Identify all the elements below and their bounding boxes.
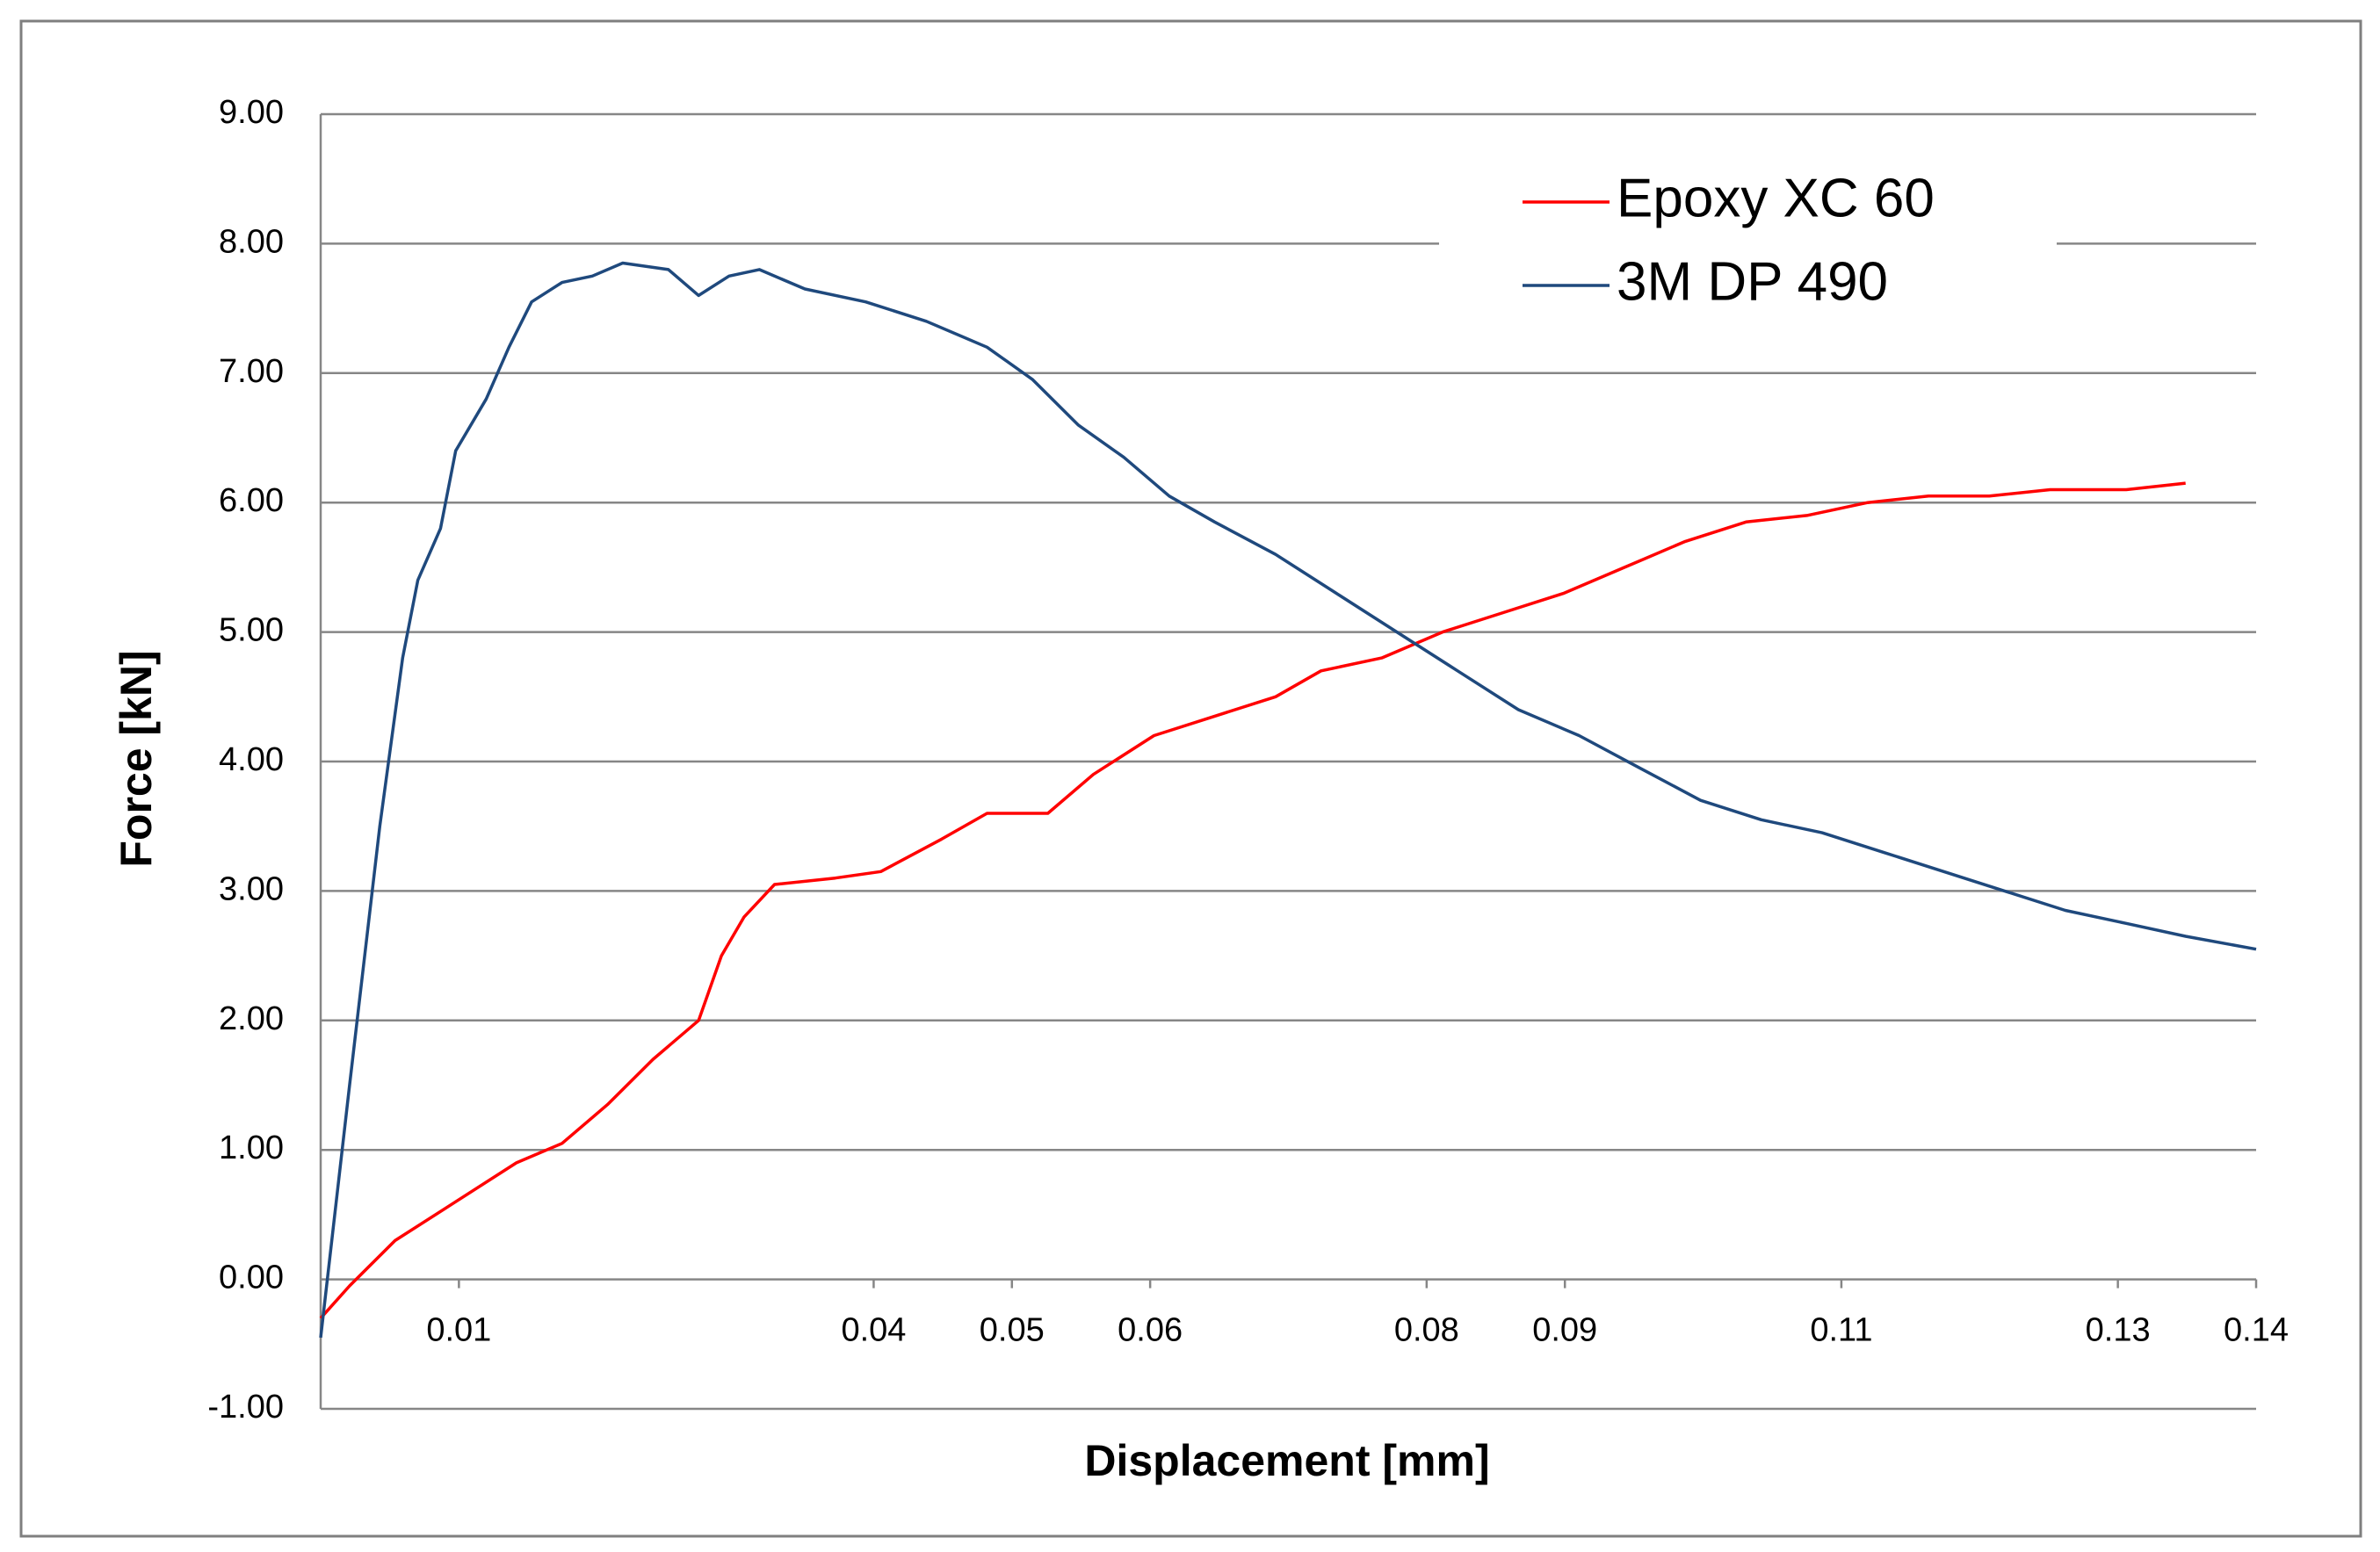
x-tick-label: 0.08	[1394, 1312, 1459, 1349]
x-axis-title: Displacement [mm]	[1084, 1436, 1489, 1485]
data-line	[319, 481, 2186, 1319]
y-tick-label: 5.00	[219, 612, 284, 649]
legend-label: 3M DP 490	[1617, 251, 1888, 312]
x-tick-label: 0.11	[1810, 1312, 1872, 1349]
grid	[319, 112, 2258, 1411]
y-tick-label: 6.00	[219, 482, 284, 519]
y-tick-label: 3.00	[219, 870, 284, 907]
y-tick-label: 4.00	[219, 741, 284, 778]
x-tick-label: 0.14	[2224, 1312, 2289, 1349]
y-tick-label: 9.00	[219, 94, 284, 131]
x-tick-label: 0.01	[426, 1312, 491, 1349]
plot-lines	[319, 261, 2257, 1339]
y-tick-label: 1.00	[219, 1130, 284, 1166]
data-line	[319, 261, 2257, 1339]
y-axis-title: Force [kN]	[112, 650, 161, 867]
y-tick-label: 2.00	[219, 1000, 284, 1037]
x-tick-label: 0.06	[1118, 1312, 1183, 1349]
y-tick-label: 0.00	[219, 1260, 284, 1296]
x-tick-label: 0.09	[1532, 1312, 1597, 1349]
x-tick-label: 0.05	[980, 1312, 1045, 1349]
legend-box	[1439, 167, 2057, 343]
x-tick-label: 0.04	[841, 1312, 906, 1349]
x-tick-label: 0.13	[2086, 1312, 2151, 1349]
y-tick-label: 7.00	[219, 353, 284, 390]
y-tick-label: -1.00	[207, 1389, 284, 1426]
y-tick-label: 8.00	[219, 223, 284, 260]
legend-label: Epoxy XC 60	[1617, 168, 1935, 228]
